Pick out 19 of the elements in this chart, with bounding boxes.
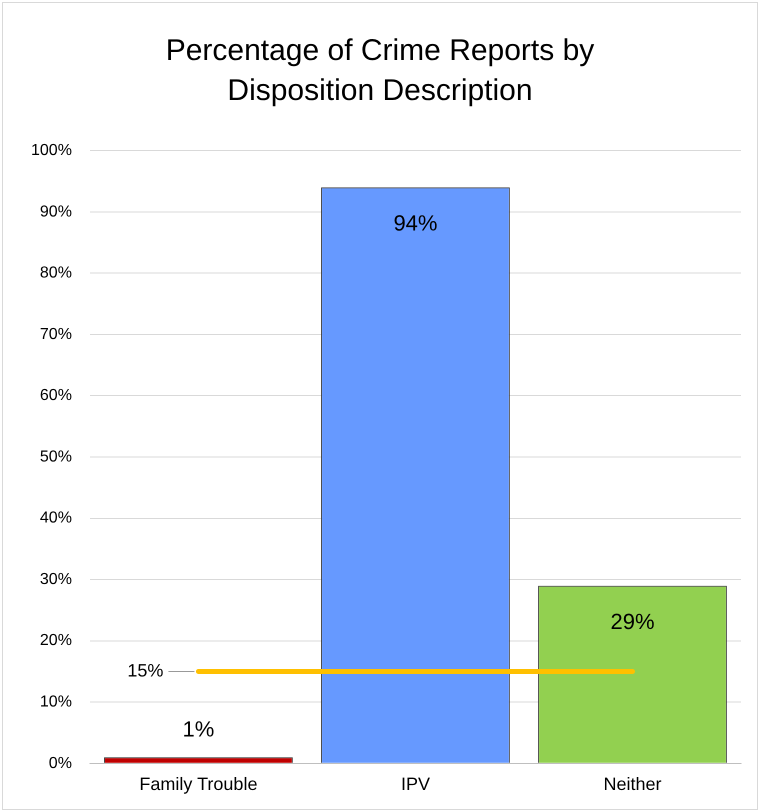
data-label: 1% <box>182 716 214 742</box>
x-tick-label: Family Trouble <box>139 774 258 794</box>
x-tick-label: Neither <box>603 774 662 794</box>
data-label: 15% <box>127 660 164 680</box>
y-tick-label: 60% <box>40 387 72 404</box>
y-tick-label: 30% <box>40 570 72 588</box>
y-tick-label: 70% <box>40 326 72 343</box>
y-tick-label: 100% <box>31 142 72 160</box>
y-tick-label: 40% <box>40 510 72 527</box>
data-label: 29% <box>610 608 655 634</box>
y-tick-label: 90% <box>40 203 72 220</box>
chart-title: Percentage of Crime Reports by Disposition Description <box>164 33 596 109</box>
y-tick-label: 20% <box>40 632 72 650</box>
y-tick-label: 80% <box>40 264 72 282</box>
y-tick-label: 10% <box>40 694 72 711</box>
x-tick-label: IPV <box>400 774 430 794</box>
data-label: 94% <box>393 210 438 236</box>
y-tick-label: 50% <box>40 448 72 466</box>
y-tick-label: 0% <box>48 754 72 772</box>
